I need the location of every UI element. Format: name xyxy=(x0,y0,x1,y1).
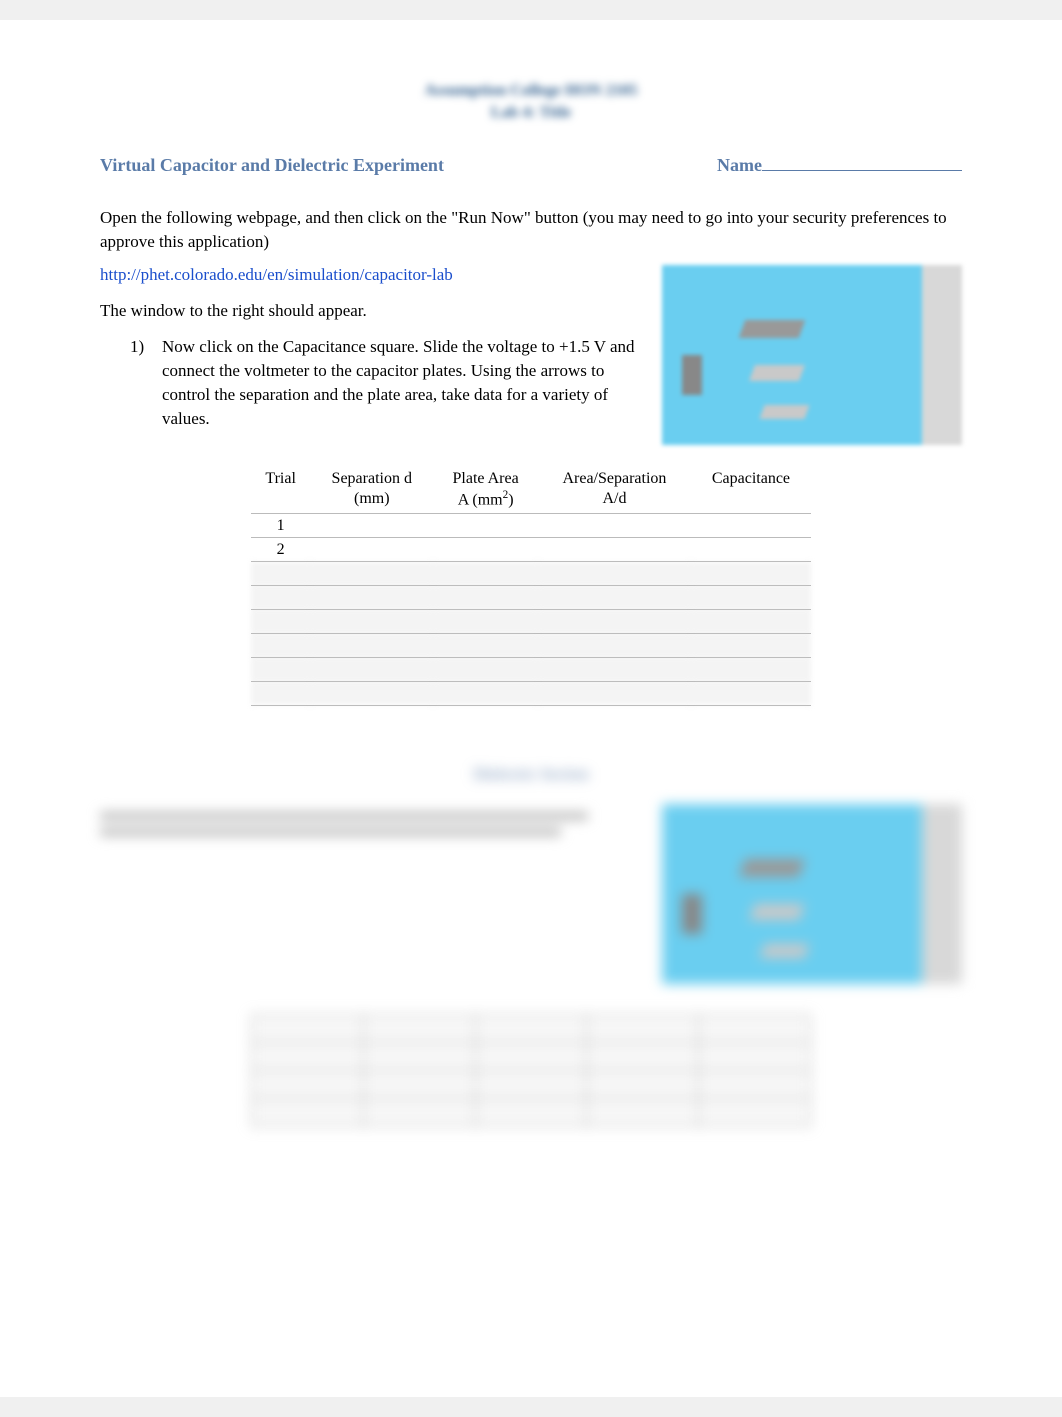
table-row: x xyxy=(251,610,811,634)
col-area-suffix: ) xyxy=(508,491,513,508)
name-label: Name xyxy=(717,155,762,175)
sim-plate-2 xyxy=(749,904,805,920)
blurred-text-line xyxy=(100,828,561,836)
window-instruction: The window to the right should appear. xyxy=(100,299,642,323)
content-row-1: http://phet.colorado.edu/en/simulation/c… xyxy=(100,265,962,445)
cell-ratio[interactable] xyxy=(538,514,691,538)
intro-paragraph: Open the following webpage, and then cli… xyxy=(100,206,962,254)
col-ratio: Area/Separation A/d xyxy=(538,465,691,513)
blurred-text-line xyxy=(100,812,588,820)
cell-trial: 2 xyxy=(251,538,310,562)
name-field-container: Name xyxy=(717,155,962,176)
cell-trial: x xyxy=(251,634,310,658)
sim-side-panel xyxy=(922,265,962,445)
table-row: 2 xyxy=(251,538,811,562)
cell-trial: x xyxy=(251,682,310,706)
page: Assumption College HON 2105 Lab 4: Title… xyxy=(0,20,1062,1397)
sim-battery-icon xyxy=(682,894,702,934)
col-capacitance: Capacitance xyxy=(691,465,811,513)
cell-trial: x xyxy=(251,586,310,610)
col-ratio-line1: Area/Separation xyxy=(562,470,666,487)
table-row xyxy=(252,1043,811,1071)
simulation-screenshot-1 xyxy=(662,265,962,445)
step-1-number: 1) xyxy=(130,335,150,430)
table-row: 1 xyxy=(251,514,811,538)
text-column-1: http://phet.colorado.edu/en/simulation/c… xyxy=(100,265,642,445)
sim-battery-icon xyxy=(682,355,702,395)
header-line-2: Lab 4: Title xyxy=(100,102,962,124)
col-separation: Separation d (mm) xyxy=(310,465,433,513)
sim-plate-1 xyxy=(739,320,806,338)
cell-cap[interactable] xyxy=(691,538,811,562)
table-row: x xyxy=(251,634,811,658)
sim-side-panel xyxy=(922,804,962,984)
sim-plate-3 xyxy=(759,405,809,419)
cell-area[interactable] xyxy=(433,514,538,538)
sim-plate-1 xyxy=(739,859,806,877)
cell-area[interactable] xyxy=(433,538,538,562)
cell-trial: x xyxy=(251,658,310,682)
sim-plate-3 xyxy=(759,944,809,958)
simulation-link[interactable]: http://phet.colorado.edu/en/simulation/c… xyxy=(100,265,642,285)
col-ratio-line2: A/d xyxy=(602,490,626,507)
table-row: x xyxy=(251,586,811,610)
table-header-row: Trial Separation d (mm) Plate Area A (mm… xyxy=(251,465,811,513)
name-blank-line[interactable] xyxy=(762,170,962,171)
cell-trial: 1 xyxy=(251,514,310,538)
simulation-screenshot-2 xyxy=(662,804,962,984)
cell-trial: x xyxy=(251,562,310,586)
cell-ratio[interactable] xyxy=(538,538,691,562)
col-sep-line2: (mm) xyxy=(354,490,390,507)
step-1-text: Now click on the Capacitance square. Sli… xyxy=(162,335,642,430)
col-trial: Trial xyxy=(251,465,310,513)
table-row xyxy=(252,1015,811,1043)
document-title: Virtual Capacitor and Dielectric Experim… xyxy=(100,155,444,176)
step-1: 1) Now click on the Capacitance square. … xyxy=(130,335,642,430)
col-sep-line1: Separation d xyxy=(332,470,412,487)
header-line-1: Assumption College HON 2105 xyxy=(100,80,962,102)
col-area-prefix: A (mm xyxy=(458,491,503,508)
cell-sep[interactable] xyxy=(310,514,433,538)
table-row xyxy=(252,1099,811,1127)
table-row: x xyxy=(251,682,811,706)
blurred-lower-section: Dielectric Section xyxy=(100,766,962,1127)
cell-cap[interactable] xyxy=(691,514,811,538)
blurred-table xyxy=(251,1014,811,1127)
data-table-1: Trial Separation d (mm) Plate Area A (mm… xyxy=(251,465,811,706)
table-row: x xyxy=(251,562,811,586)
col-area-line1: Plate Area xyxy=(453,470,519,487)
page-header: Assumption College HON 2105 Lab 4: Title xyxy=(100,80,962,125)
sim-plate-2 xyxy=(749,365,805,381)
title-row: Virtual Capacitor and Dielectric Experim… xyxy=(100,155,962,176)
col-area: Plate Area A (mm2) xyxy=(433,465,538,513)
blurred-text-column xyxy=(100,804,642,984)
cell-trial: x xyxy=(251,610,310,634)
blurred-content-row xyxy=(100,804,962,984)
table-row xyxy=(252,1071,811,1099)
blurred-heading: Dielectric Section xyxy=(100,766,962,784)
cell-sep[interactable] xyxy=(310,538,433,562)
table-row: x xyxy=(251,658,811,682)
table-body: 1 2 x x x x xyxy=(251,514,811,706)
